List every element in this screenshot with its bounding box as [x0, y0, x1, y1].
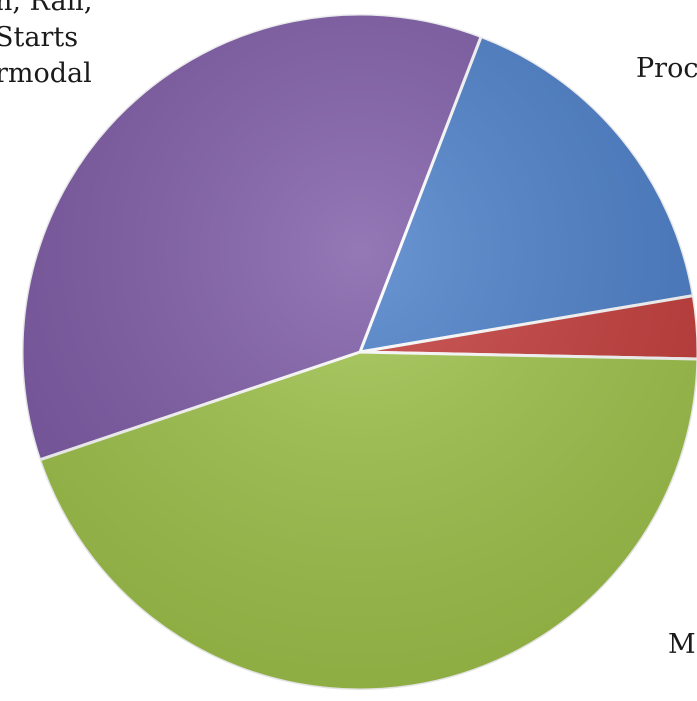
pie-slices: [20, 12, 697, 692]
slice-label-purple-line-3: rmodal: [0, 58, 92, 89]
slice-label-purple-line-2: Starts: [0, 22, 78, 53]
slice-label-purple-line-1: n, Rail,: [0, 0, 92, 17]
slice-label-green: M: [668, 629, 696, 660]
slice-label-blue: Proc: [636, 53, 697, 84]
